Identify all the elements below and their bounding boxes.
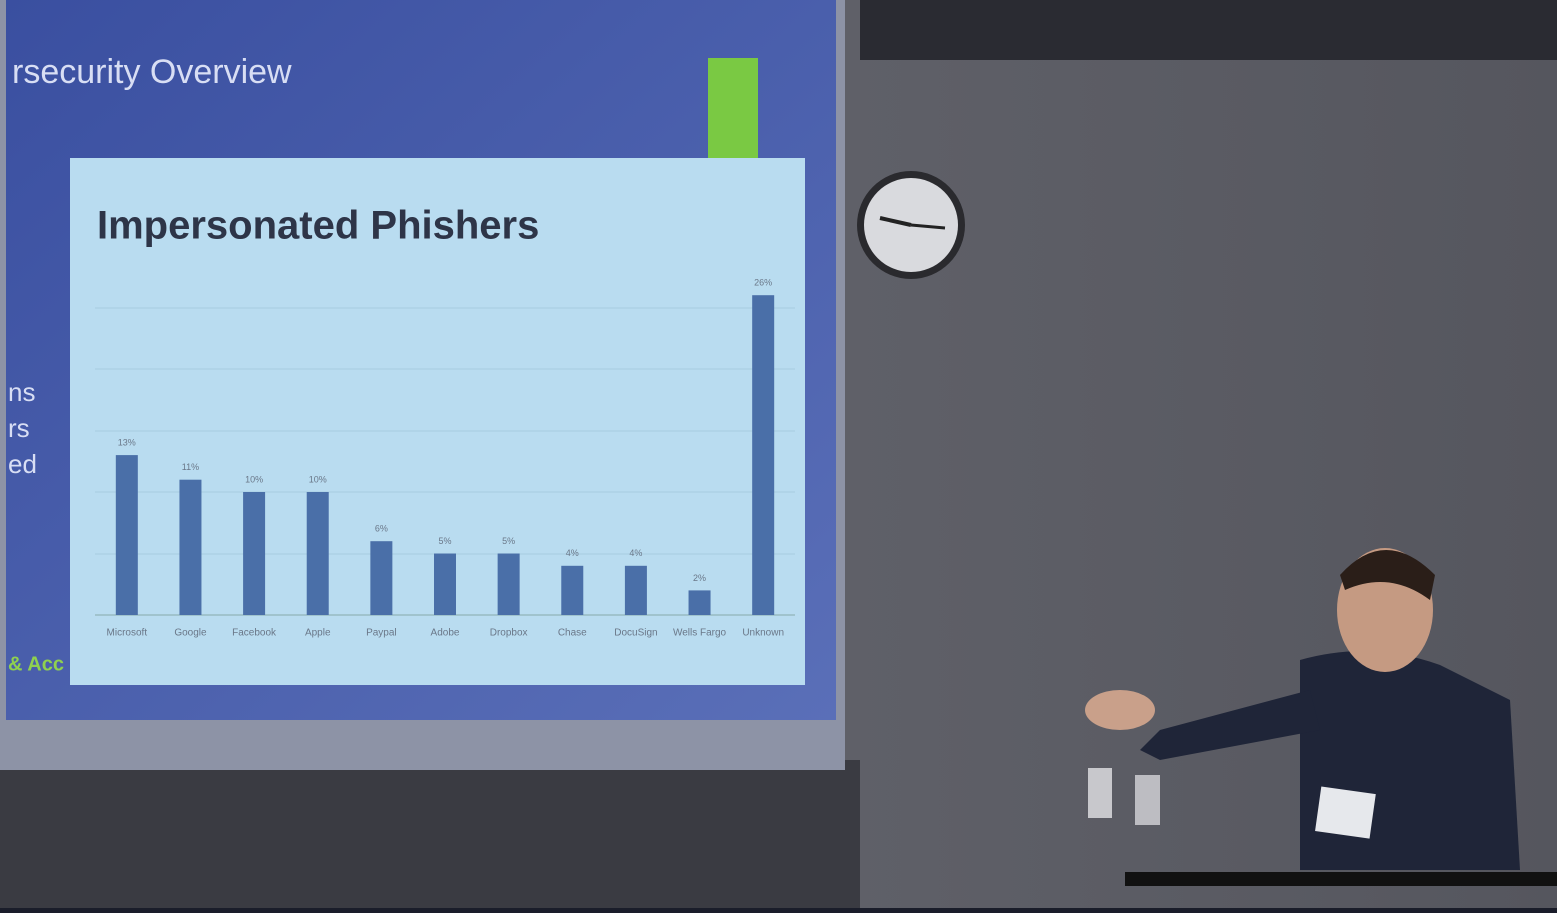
value-label: 10% (309, 474, 327, 484)
x-tick-label: Microsoft (107, 628, 148, 639)
value-label: 11% (182, 462, 199, 472)
value-label: 2% (693, 573, 706, 583)
x-tick-label: Apple (305, 628, 331, 639)
presenter-hand (1085, 690, 1155, 730)
value-label: 10% (245, 474, 263, 484)
chart-title: Impersonated Phishers (97, 204, 539, 248)
bar (689, 590, 711, 615)
slide-heading: rsecurity Overview (12, 53, 292, 91)
bar (752, 295, 774, 615)
x-tick-label: Unknown (742, 628, 784, 639)
ceiling (860, 0, 1557, 60)
x-tick-label: Facebook (232, 628, 277, 639)
bar (370, 541, 392, 615)
page: {"slide": {"heading": "rsecurity Overvie… (0, 0, 1557, 908)
scene: rsecurity Overview ns rs ed & Acc Impers… (0, 0, 1557, 908)
bar (434, 554, 456, 616)
x-tick-label: Google (174, 628, 207, 639)
bar (307, 492, 329, 615)
bar (179, 480, 201, 615)
value-label: 4% (629, 548, 642, 558)
lower-wall (0, 760, 860, 908)
podium (1125, 872, 1557, 886)
bar (116, 455, 138, 615)
bar (561, 566, 583, 615)
wall-plate (1135, 775, 1160, 825)
x-tick-label: Paypal (366, 628, 397, 639)
wall-plate (1088, 768, 1112, 818)
bar (243, 492, 265, 615)
x-tick-label: Wells Fargo (673, 628, 727, 639)
value-label: 6% (375, 524, 388, 534)
value-label: 13% (118, 437, 136, 447)
side-fragment: ed (8, 449, 37, 479)
bar (625, 566, 647, 615)
slide-accent (708, 58, 758, 162)
x-tick-label: Dropbox (490, 628, 528, 639)
value-label: 5% (438, 536, 451, 546)
value-label: 26% (754, 278, 772, 288)
bar (498, 554, 520, 616)
value-label: 5% (502, 536, 515, 546)
papers (1315, 786, 1376, 838)
x-tick-label: DocuSign (614, 628, 657, 639)
side-fragment: rs (8, 413, 30, 443)
value-label: 4% (566, 548, 579, 558)
x-tick-label: Chase (558, 628, 587, 639)
side-fragment: & Acc (8, 653, 64, 675)
side-fragment: ns (8, 377, 35, 407)
x-tick-label: Adobe (431, 628, 460, 639)
